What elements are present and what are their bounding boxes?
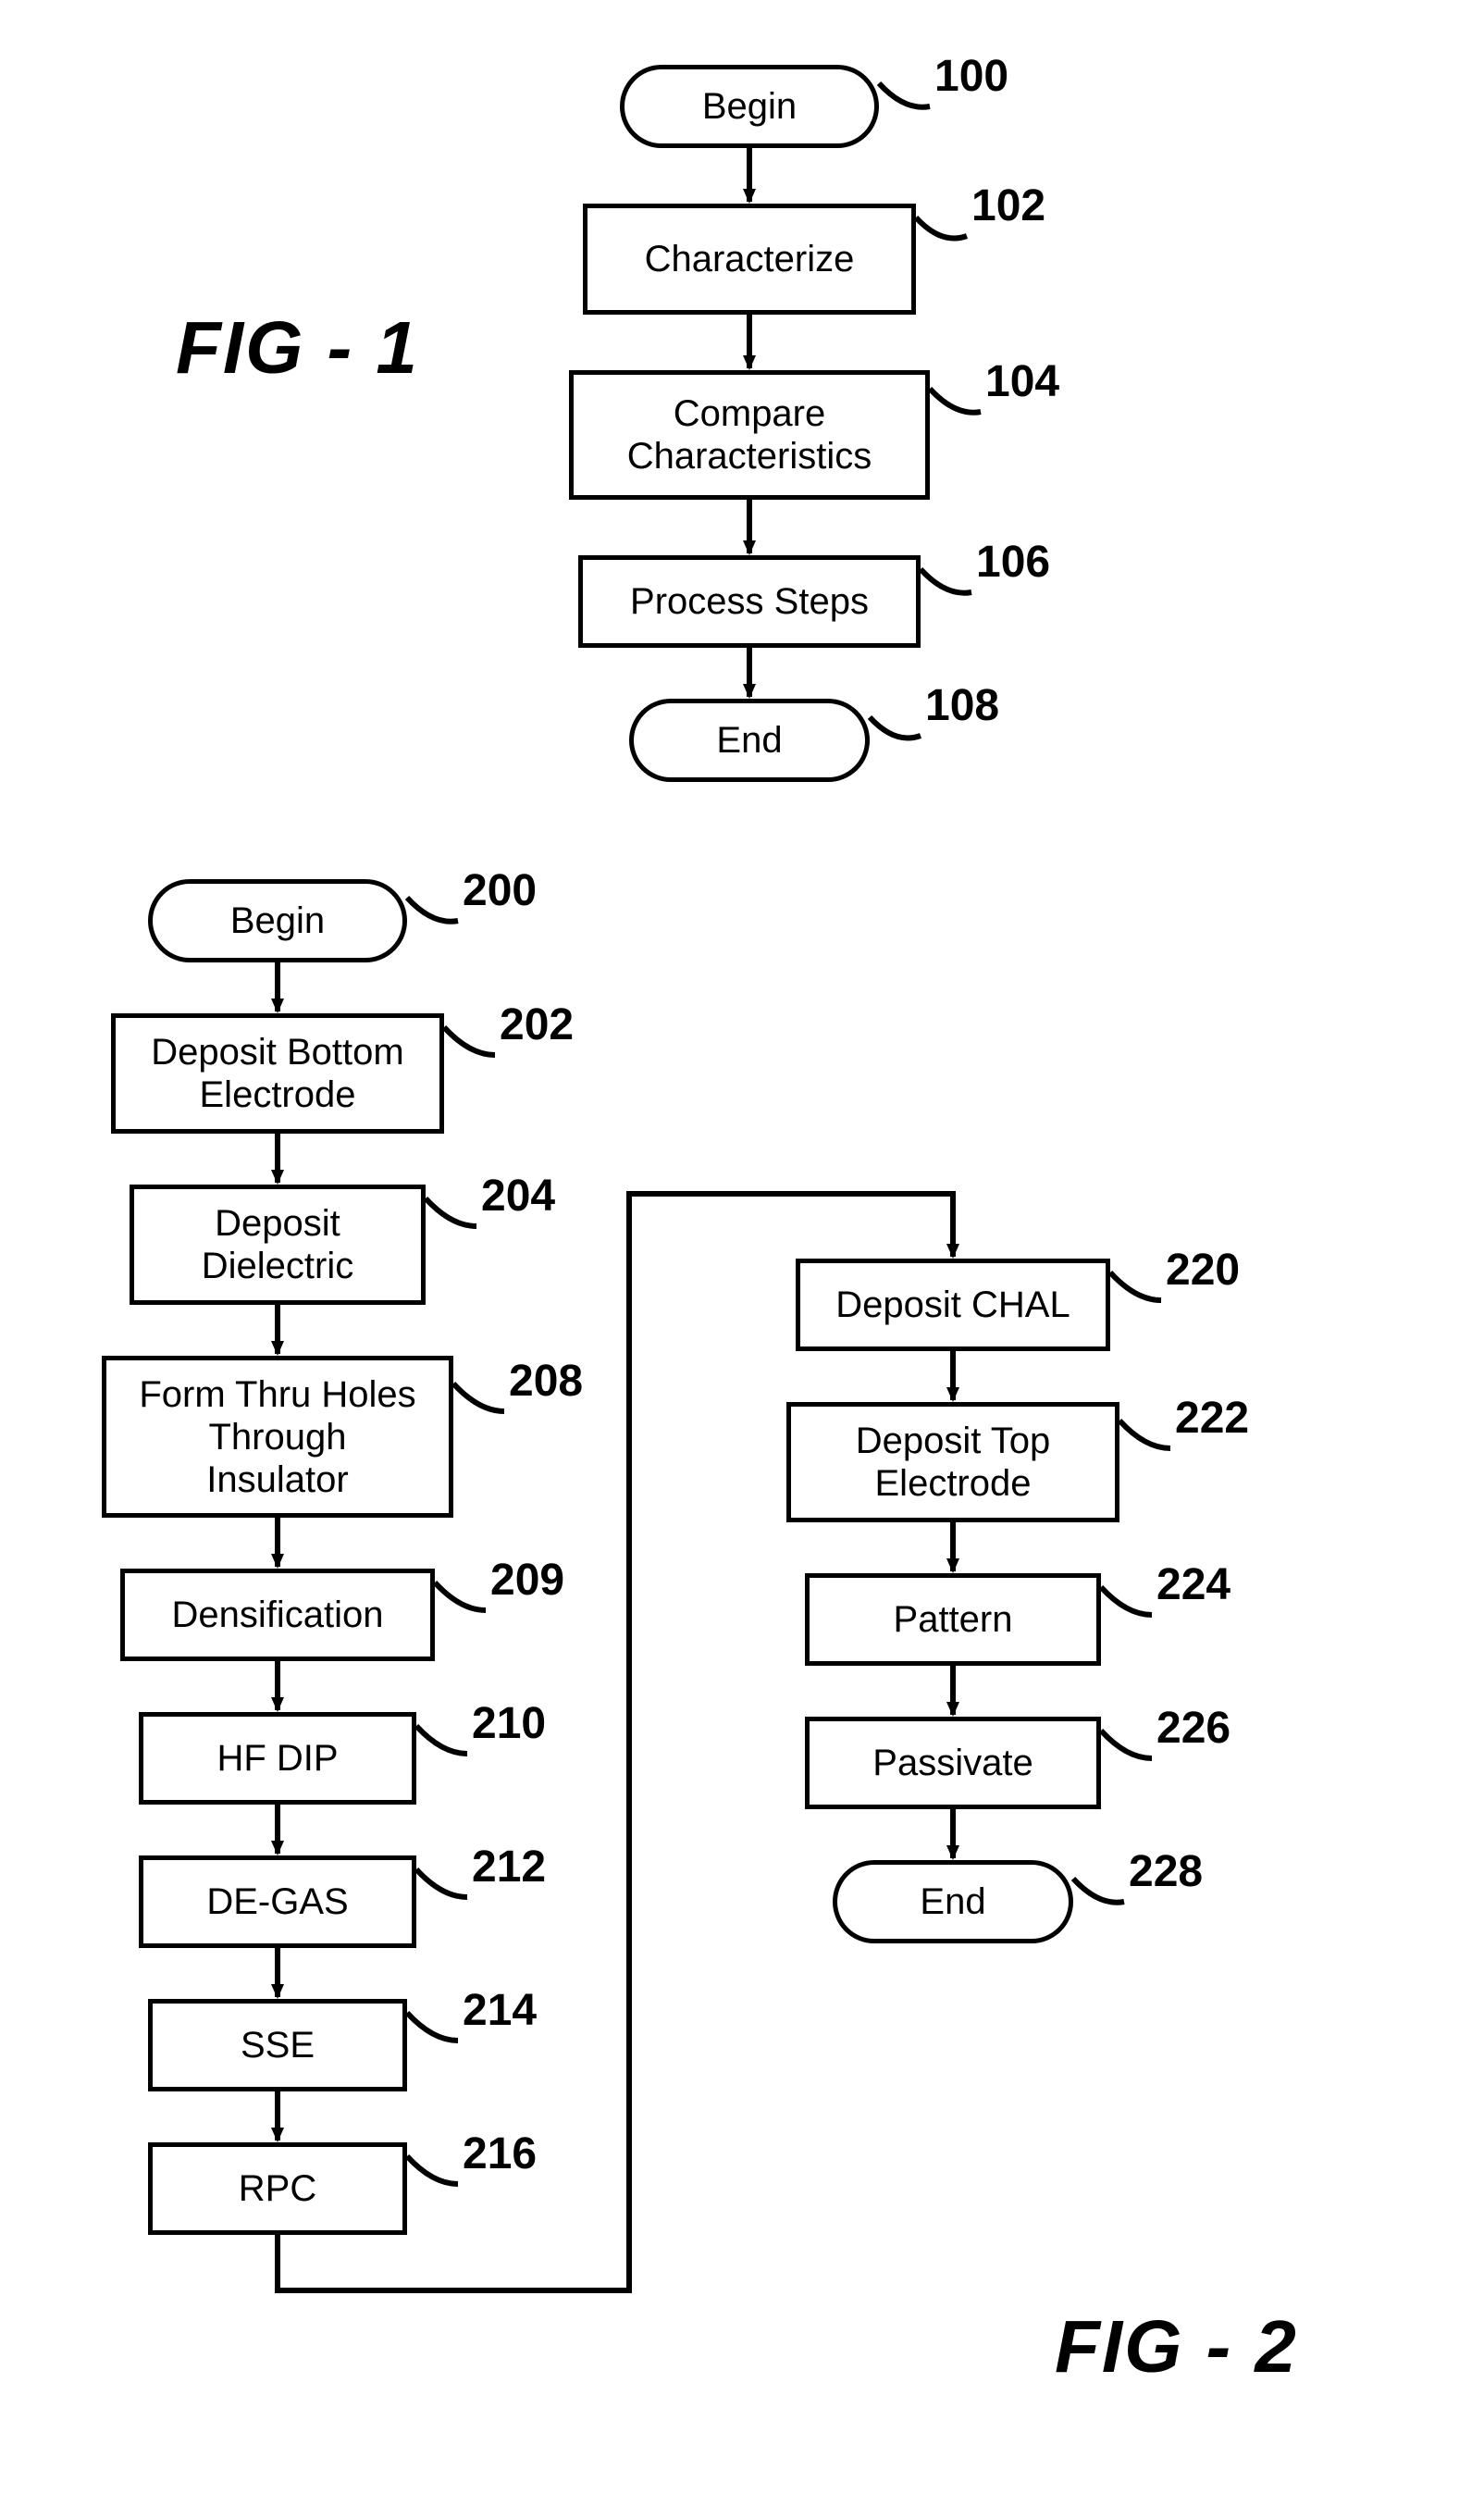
ref-hook-100: [879, 83, 930, 107]
ref-label-210: 210: [472, 1698, 546, 1749]
ref-hook-104: [930, 389, 981, 413]
ref-hook-102: [916, 217, 967, 239]
node-label: Passivate: [872, 1742, 1033, 1784]
ref-label-226: 226: [1156, 1703, 1230, 1754]
node-label: SSE: [241, 2024, 315, 2066]
ref-label-214: 214: [463, 1985, 537, 2036]
node-label: DE-GAS: [206, 1880, 348, 1923]
node-label: Begin: [230, 900, 325, 942]
ref-label-228: 228: [1129, 1846, 1203, 1897]
fig2-node-m220: Deposit CHAL: [796, 1259, 1110, 1351]
ref-hook-228: [1073, 1879, 1124, 1903]
node-label: Pattern: [894, 1598, 1013, 1641]
ref-label-204: 204: [481, 1171, 555, 1222]
node-label: Deposit Dielectric: [202, 1202, 353, 1287]
fig2-node-m210: HF DIP: [139, 1712, 416, 1805]
ref-hook-224: [1101, 1587, 1152, 1615]
node-label: End: [920, 1880, 985, 1923]
ref-label-220: 220: [1166, 1245, 1240, 1296]
fig2-node-m212: DE-GAS: [139, 1855, 416, 1948]
ref-hook-204: [426, 1198, 476, 1226]
ref-label-200: 200: [463, 865, 537, 916]
ref-hook-209: [435, 1582, 486, 1610]
fig1-node-n108: End: [629, 699, 870, 782]
node-label: Deposit CHAL: [835, 1284, 1070, 1326]
ref-label-202: 202: [500, 999, 574, 1050]
ref-label-209: 209: [490, 1555, 564, 1606]
ref-label-100: 100: [934, 51, 1008, 102]
node-label: Deposit Top Electrode: [856, 1420, 1051, 1505]
ref-label-224: 224: [1156, 1559, 1230, 1610]
node-label: Compare Characteristics: [627, 392, 872, 478]
ref-hook-202: [444, 1027, 495, 1055]
fig1-node-n102: Characterize: [583, 204, 916, 315]
fig2-node-m222: Deposit Top Electrode: [786, 1402, 1119, 1522]
fig2-node-m216: RPC: [148, 2142, 407, 2235]
node-label: Characterize: [645, 238, 855, 280]
ref-hook-214: [407, 2013, 458, 2041]
ref-label-212: 212: [472, 1842, 546, 1892]
ref-hook-210: [416, 1726, 467, 1754]
figure-label: FIG - 1: [176, 305, 419, 391]
fig2-node-m208: Form Thru Holes Through Insulator: [102, 1356, 453, 1518]
fig1-node-n106: Process Steps: [578, 555, 921, 648]
node-label: End: [716, 719, 782, 762]
fig1-node-n100: Begin: [620, 65, 879, 148]
fig1-node-n104: Compare Characteristics: [569, 370, 930, 500]
node-label: Process Steps: [630, 580, 869, 623]
fig2-node-m226: Passivate: [805, 1717, 1101, 1809]
fig2-node-m214: SSE: [148, 1999, 407, 2091]
node-label: RPC: [239, 2167, 316, 2210]
ref-hook-216: [407, 2156, 458, 2184]
fig2-node-m224: Pattern: [805, 1573, 1101, 1666]
fig2-node-m228: End: [833, 1860, 1073, 1943]
ref-label-222: 222: [1175, 1393, 1249, 1444]
ref-label-104: 104: [985, 356, 1059, 407]
ref-hook-108: [870, 717, 921, 738]
ref-label-216: 216: [463, 2128, 537, 2179]
ref-label-106: 106: [976, 537, 1050, 588]
ref-label-108: 108: [925, 680, 999, 731]
ref-hook-208: [453, 1384, 504, 1411]
page-canvas: Begin 100 Characterize 102 Compare Character…: [0, 0, 1484, 2519]
ref-label-208: 208: [509, 1356, 583, 1407]
ref-hook-106: [921, 569, 971, 593]
node-label: Form Thru Holes Through Insulator: [139, 1373, 415, 1501]
ref-hook-220: [1110, 1272, 1161, 1300]
fig2-node-m209: Densification: [120, 1569, 435, 1661]
node-label: Begin: [702, 85, 797, 128]
node-label: Densification: [171, 1594, 383, 1636]
figure-label: FIG - 2: [1055, 2304, 1298, 2389]
ref-hook-226: [1101, 1731, 1152, 1758]
fig2-node-m200: Begin: [148, 879, 407, 962]
ref-hook-212: [416, 1869, 467, 1897]
fig2-node-m204: Deposit Dielectric: [130, 1185, 426, 1305]
ref-label-102: 102: [971, 180, 1045, 231]
node-label: HF DIP: [216, 1737, 338, 1780]
fig2-node-m202: Deposit Bottom Electrode: [111, 1013, 444, 1134]
ref-hook-200: [407, 898, 458, 922]
ref-hook-222: [1119, 1421, 1170, 1448]
node-label: Deposit Bottom Electrode: [151, 1031, 403, 1116]
